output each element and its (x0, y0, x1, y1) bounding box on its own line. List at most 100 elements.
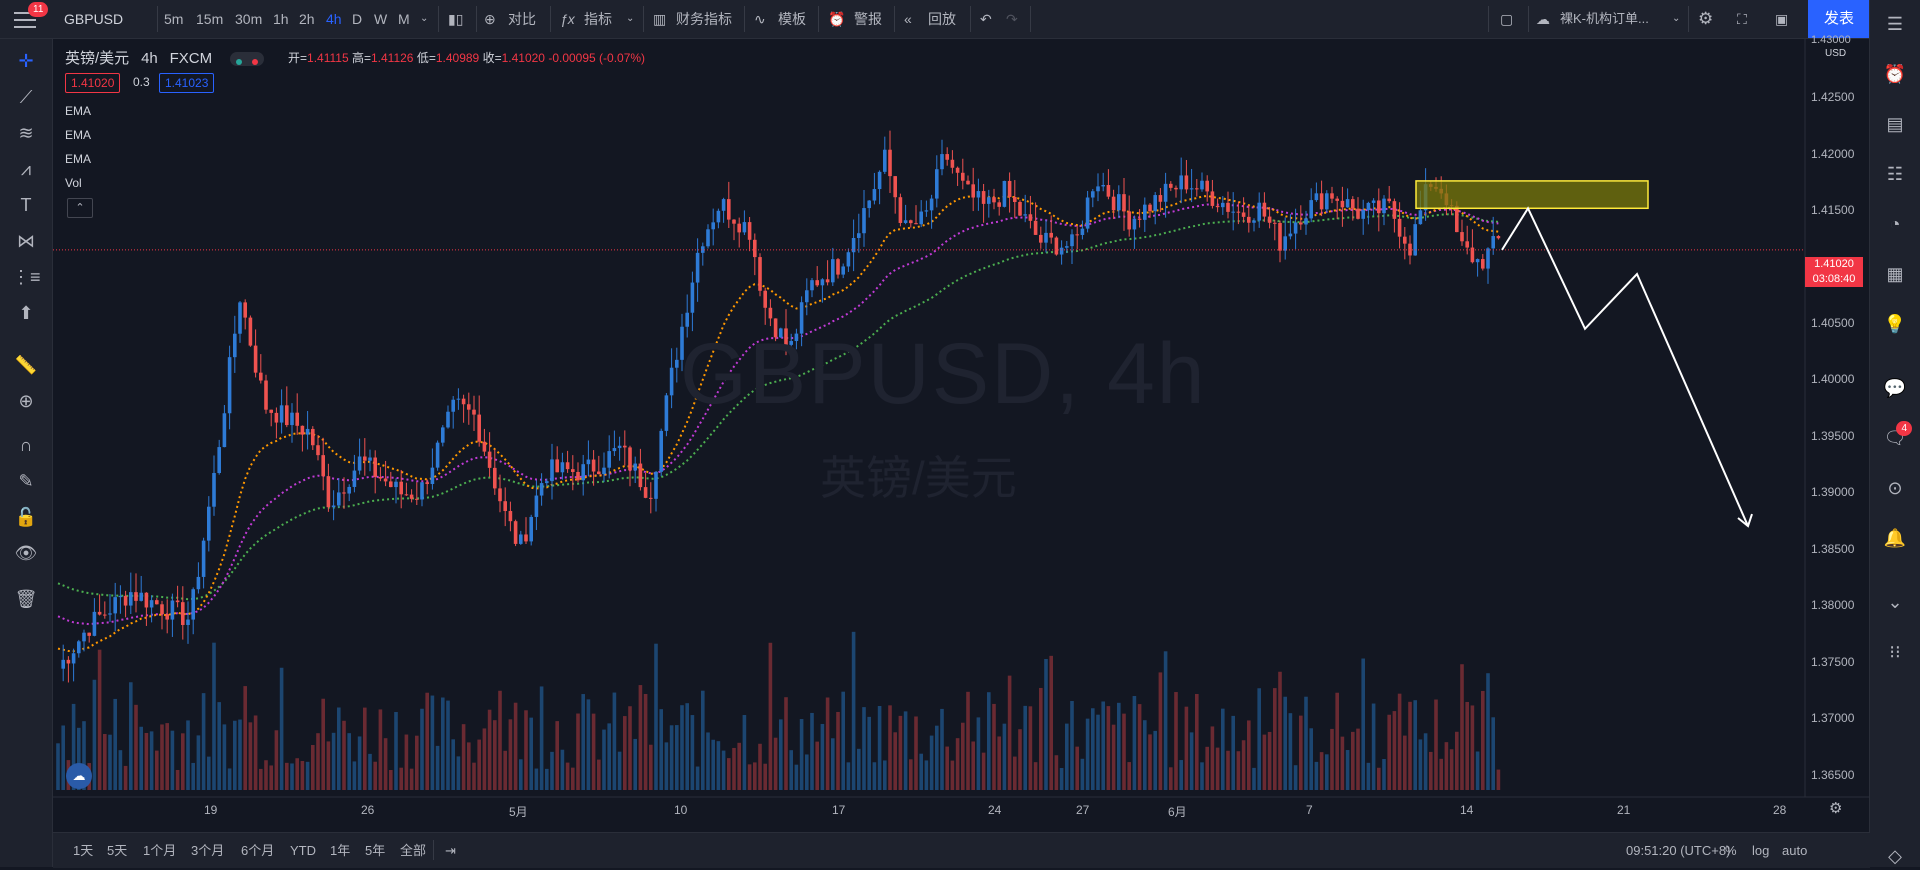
replay-button[interactable]: 回放 (928, 11, 956, 27)
financials-button[interactable]: 财务指标 (676, 11, 732, 27)
xabcd-pattern-icon[interactable]: ⋈ (17, 231, 35, 251)
range-5d[interactable]: 5天 (107, 843, 128, 858)
magnet-icon[interactable]: ∩ (19, 435, 33, 455)
cloud-icon[interactable]: ☁ (1536, 11, 1550, 27)
indicators-dropdown-icon[interactable]: ⌄ (626, 13, 635, 24)
candle-type-icon[interactable]: ▮▯ (448, 11, 464, 27)
arrow-up-icon[interactable]: ⬆ (18, 303, 34, 323)
alert-icon[interactable]: ⏰ (828, 11, 846, 27)
crosshair-icon[interactable]: ✛ (18, 51, 34, 71)
templates-icon[interactable]: ∿ (754, 11, 766, 27)
forecast-icon[interactable]: ⋮≡ (12, 267, 41, 287)
candle-body (441, 427, 445, 443)
interval-30m[interactable]: 30m (235, 11, 263, 27)
streams-icon[interactable]: ⊙ (1887, 478, 1903, 498)
collapse-legend-icon[interactable]: ⌃ (67, 198, 93, 218)
fib-retracement-icon[interactable]: ≋ (18, 123, 34, 143)
auto-toggle[interactable]: auto (1782, 843, 1808, 858)
volume-bar (721, 750, 726, 790)
candle-body (586, 459, 591, 465)
replay-icon[interactable]: « (904, 11, 912, 27)
fullscreen-icon[interactable]: ⛶ (1737, 11, 1747, 27)
trendline-icon[interactable]: ⟋ (19, 87, 33, 107)
buy-price-button[interactable]: 1.41023 (159, 73, 215, 93)
range-all[interactable]: 全部 (400, 843, 427, 858)
range-1m[interactable]: 1个月 (143, 843, 177, 858)
clock[interactable]: 09:51:20 (UTC+8) (1626, 843, 1731, 858)
hotlist-icon[interactable]: ◔ (1889, 214, 1901, 234)
undo-icon[interactable]: ↶ (980, 11, 992, 27)
zoom-in-icon[interactable]: ⊕ (18, 391, 34, 411)
templates-button[interactable]: 模板 (778, 11, 806, 27)
publish-button[interactable]: 发表 (1808, 0, 1870, 38)
interval-1h[interactable]: 1h (273, 11, 289, 27)
goto-date-icon[interactable]: ⇥ (445, 843, 456, 858)
menu-icon[interactable] (14, 12, 36, 28)
tradingview-logo-icon[interactable]: ☁ (66, 763, 92, 789)
lock-icon[interactable]: 🔓 (14, 507, 38, 527)
stay-in-drawing-icon[interactable]: ✎ (18, 471, 34, 491)
indicator-ema-1[interactable]: EMA (65, 104, 92, 118)
snapshot-camera-icon[interactable]: ▣ (1775, 11, 1789, 27)
text-tool-icon[interactable]: T (20, 195, 32, 215)
range-5y[interactable]: 5年 (365, 843, 386, 858)
indicator-ema-3[interactable]: EMA (65, 152, 92, 166)
market-status-toggle[interactable] (230, 52, 265, 67)
currency-label[interactable]: USD (1823, 48, 1849, 59)
symbol-search[interactable]: GBPUSD (64, 11, 124, 27)
chat-icon[interactable]: 💬 (1883, 378, 1907, 398)
volume-bar (768, 642, 773, 790)
watchlist-icon[interactable]: ☰ (1886, 14, 1904, 34)
indicators-icon[interactable]: ƒx (560, 11, 575, 27)
candle-body (539, 483, 544, 496)
price-axis[interactable]: 1.43000 USD 1.42500 1.42000 1.41500 1.40… (1805, 34, 1870, 791)
time-axis[interactable]: 19 26 5月 10 17 24 27 6月 7 14 21 28 ⚙ (53, 797, 1842, 823)
range-1y[interactable]: 1年 (330, 843, 351, 858)
visibility-eye-icon[interactable]: 👁 (14, 543, 38, 563)
interval-dropdown-icon[interactable]: ⌄ (420, 13, 429, 24)
news-icon[interactable]: ▤ (1886, 114, 1904, 134)
interval-5m[interactable]: 5m (164, 11, 184, 27)
indicator-vol[interactable]: Vol (65, 176, 82, 190)
percent-toggle[interactable]: % (1725, 843, 1737, 858)
ruler-icon[interactable]: 📏 (14, 355, 38, 375)
chevron-expand-icon[interactable]: ◇ (1888, 846, 1902, 866)
range-3m[interactable]: 3个月 (191, 843, 225, 858)
redo-icon[interactable]: ↷ (1006, 11, 1018, 27)
chevron-collapse-icon[interactable]: ⌄ (1887, 592, 1903, 612)
data-window-icon[interactable]: ☷ (1886, 164, 1904, 184)
interval-w[interactable]: W (374, 11, 388, 27)
volume-bar (539, 686, 544, 790)
interval-15m[interactable]: 15m (196, 11, 224, 27)
settings-gear-icon[interactable]: ⚙ (1698, 9, 1714, 28)
notifications-bell-icon[interactable]: 🔔 (1883, 528, 1907, 548)
volume-bar (1288, 713, 1293, 790)
calendar-icon[interactable]: ▦ (1886, 264, 1904, 284)
financials-icon[interactable]: ▥ (653, 11, 667, 27)
pattern-icon[interactable]: ⩘ (20, 159, 32, 179)
alarm-clock-icon[interactable]: ⏰ (1883, 64, 1907, 84)
layout-toggle-icon[interactable]: ▢ (1500, 11, 1514, 27)
volume-bar (1403, 735, 1407, 790)
trash-icon[interactable]: 🗑 (14, 589, 38, 609)
axis-settings-icon[interactable]: ⚙ (1829, 800, 1843, 817)
compare-button[interactable]: 对比 (508, 11, 536, 27)
range-6m[interactable]: 6个月 (241, 843, 275, 858)
compare-icon[interactable]: ⊕ (484, 11, 496, 27)
object-tree-icon[interactable]: ⁝⁝ (1889, 642, 1901, 662)
ideas-bulb-icon[interactable]: 💡 (1883, 314, 1907, 334)
range-1d[interactable]: 1天 (73, 843, 94, 858)
interval-d[interactable]: D (352, 11, 363, 27)
layout-name[interactable]: 裸K-机构订单... (1560, 11, 1649, 26)
layout-dropdown-icon[interactable]: ⌄ (1672, 13, 1681, 24)
alert-button[interactable]: 警报 (854, 11, 882, 27)
interval-2h[interactable]: 2h (299, 11, 315, 27)
range-ytd[interactable]: YTD (290, 843, 316, 858)
indicators-button[interactable]: 指标 (584, 11, 612, 27)
log-toggle[interactable]: log (1752, 843, 1770, 858)
indicator-ema-2[interactable]: EMA (65, 128, 92, 142)
interval-4h[interactable]: 4h (326, 11, 342, 27)
interval-m[interactable]: M (398, 11, 410, 27)
sell-price-button[interactable]: 1.41020 (65, 73, 121, 93)
